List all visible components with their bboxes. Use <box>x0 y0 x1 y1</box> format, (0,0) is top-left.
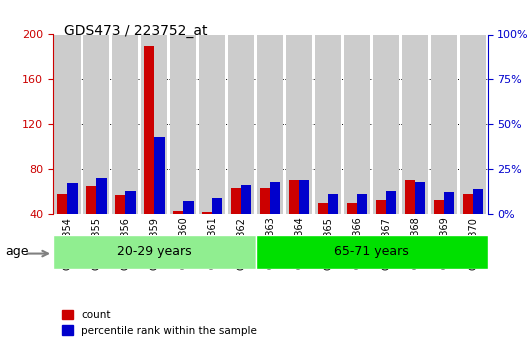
Bar <box>202 211 213 214</box>
Bar <box>142 34 167 214</box>
Bar <box>241 185 251 214</box>
Text: age: age <box>5 245 29 258</box>
Bar <box>344 34 370 214</box>
Bar <box>386 190 396 214</box>
Bar <box>96 178 107 214</box>
Bar <box>289 180 299 214</box>
Bar <box>431 34 457 214</box>
Bar <box>286 34 312 214</box>
Bar <box>260 188 270 214</box>
Bar <box>357 194 367 214</box>
Bar <box>86 186 96 214</box>
Bar <box>373 34 399 214</box>
Bar <box>173 210 183 214</box>
Legend: count, percentile rank within the sample: count, percentile rank within the sample <box>58 306 261 340</box>
Bar <box>415 181 425 214</box>
Bar <box>112 34 138 214</box>
Bar <box>170 34 197 214</box>
Bar <box>228 34 254 214</box>
Text: 20-29 years: 20-29 years <box>117 245 192 258</box>
Bar <box>315 34 341 214</box>
Bar <box>328 194 338 214</box>
Bar <box>126 190 136 214</box>
Text: GDS473 / 223752_at: GDS473 / 223752_at <box>64 24 207 38</box>
Bar <box>402 34 428 214</box>
Bar <box>463 194 473 214</box>
Bar <box>199 34 225 214</box>
Text: 65-71 years: 65-71 years <box>334 245 409 258</box>
Bar <box>116 195 126 214</box>
Bar <box>299 180 310 214</box>
Bar <box>213 198 223 214</box>
Bar <box>183 201 193 214</box>
Bar <box>347 203 357 214</box>
Bar <box>434 200 444 214</box>
Bar <box>376 200 386 214</box>
Bar <box>83 34 110 214</box>
Bar <box>444 193 454 214</box>
Bar <box>318 203 328 214</box>
Bar <box>55 34 81 214</box>
Bar <box>67 184 77 214</box>
Bar <box>154 137 164 214</box>
Bar <box>460 34 486 214</box>
Bar <box>405 180 415 214</box>
Bar <box>57 194 67 214</box>
FancyBboxPatch shape <box>256 235 488 269</box>
FancyBboxPatch shape <box>53 235 256 269</box>
Bar <box>257 34 284 214</box>
Bar <box>473 189 483 214</box>
Bar <box>231 188 241 214</box>
Bar <box>144 46 154 214</box>
Bar <box>270 181 280 214</box>
